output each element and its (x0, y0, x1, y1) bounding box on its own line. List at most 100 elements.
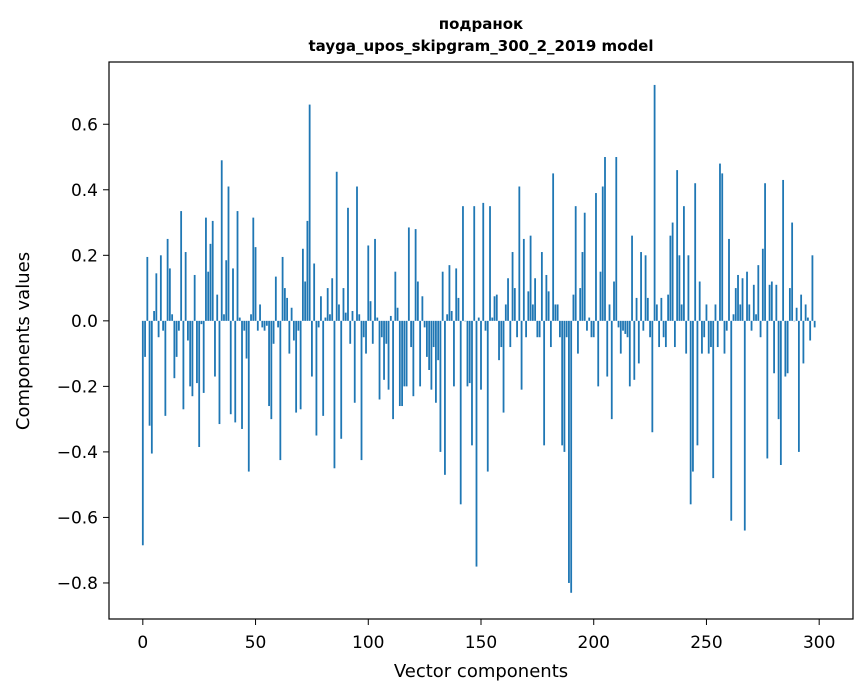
bar-60 (277, 320, 279, 328)
bar-183 (554, 304, 557, 321)
bar-174 (534, 278, 537, 321)
bar-65 (288, 320, 291, 354)
bar-250 (705, 304, 708, 321)
bar-287 (788, 288, 791, 321)
bar-198 (588, 317, 591, 321)
bar-272 (755, 314, 757, 321)
bar-288 (791, 222, 794, 321)
bar-251 (707, 320, 710, 354)
bar-35 (220, 160, 223, 321)
bar-169 (522, 238, 525, 321)
bar-270 (750, 320, 753, 331)
chart-subtitle: tayga_upos_skipgram_300_2_2019 model (309, 37, 654, 55)
bar-82 (326, 288, 329, 321)
bar-285 (784, 320, 787, 377)
bar-122 (416, 281, 419, 321)
bar-290 (795, 307, 798, 321)
x-axis-ticks: 0 50 100 150 200 250 300 (137, 619, 835, 653)
bar-115 (401, 320, 403, 407)
bar-80 (322, 320, 325, 416)
bar-237 (676, 170, 679, 321)
bar-204 (601, 186, 604, 321)
bar-105 (378, 320, 381, 400)
bar-180 (547, 291, 550, 321)
bar-22 (191, 320, 194, 397)
bar-101 (369, 301, 372, 321)
bar-259 (725, 320, 728, 331)
bar-46 (245, 320, 248, 359)
bar-210 (615, 157, 618, 321)
chart-title: подранок (439, 15, 524, 33)
bar-11 (166, 238, 169, 321)
bar-29 (207, 271, 210, 321)
bar-203 (599, 271, 602, 321)
bar-139 (455, 268, 458, 321)
bar-217 (631, 235, 633, 321)
bar-121 (414, 229, 417, 321)
bar-15 (175, 320, 178, 357)
bar-84 (331, 278, 334, 321)
bar-279 (770, 281, 773, 321)
bar-127 (428, 320, 431, 370)
bar-186 (561, 320, 564, 446)
x-tick-label: 300 (803, 633, 835, 653)
bar-114 (398, 320, 401, 407)
bar-188 (565, 320, 568, 338)
bar-262 (732, 314, 735, 321)
bar-90 (344, 312, 347, 321)
bar-211 (617, 320, 620, 328)
bar-281 (775, 284, 778, 321)
bar-77 (315, 320, 318, 436)
bar-31 (211, 220, 214, 321)
bar-228 (655, 304, 658, 321)
bar-89 (342, 288, 345, 321)
bar-18 (182, 320, 185, 410)
bar-297 (811, 255, 814, 321)
bar-255 (716, 320, 719, 348)
bar-271 (752, 284, 755, 321)
bar-83 (329, 314, 331, 321)
bar-171 (527, 291, 530, 321)
bar-19 (184, 252, 187, 321)
bar-134 (444, 320, 446, 475)
bar-273 (757, 265, 760, 321)
bar-176 (538, 320, 541, 338)
bar-295 (807, 317, 809, 321)
bar-67 (292, 320, 295, 341)
bar-213 (622, 320, 624, 331)
bar-214 (624, 320, 627, 334)
bar-243 (689, 320, 692, 505)
y-tick-label: 0.4 (71, 181, 98, 201)
bar-172 (529, 235, 532, 321)
bar-215 (626, 320, 629, 338)
bar-2 (146, 256, 149, 321)
bar-12 (168, 268, 171, 321)
bar-109 (387, 320, 390, 390)
bar-98 (362, 320, 365, 338)
bar-59 (274, 276, 277, 321)
bar-79 (320, 296, 322, 321)
bar-244 (692, 320, 694, 472)
bar-152 (484, 320, 487, 331)
bar-245 (694, 183, 697, 321)
bar-192 (574, 206, 577, 321)
bar-34 (218, 320, 221, 425)
bar-154 (489, 206, 491, 321)
bar-193 (577, 320, 579, 354)
bar-26 (200, 320, 203, 325)
bar-71 (301, 248, 304, 321)
bar-286 (786, 320, 789, 374)
bar-196 (583, 212, 586, 321)
bar-5 (153, 311, 155, 321)
bar-266 (741, 278, 744, 321)
bar-235 (671, 222, 674, 321)
bar-274 (759, 320, 762, 338)
bar-107 (383, 320, 385, 380)
bar-291 (797, 320, 800, 452)
bar-55 (265, 320, 268, 326)
bar-103 (374, 238, 376, 321)
bar-293 (802, 320, 805, 364)
bar-63 (283, 288, 286, 321)
bar-225 (649, 320, 651, 338)
bar-212 (619, 320, 622, 354)
